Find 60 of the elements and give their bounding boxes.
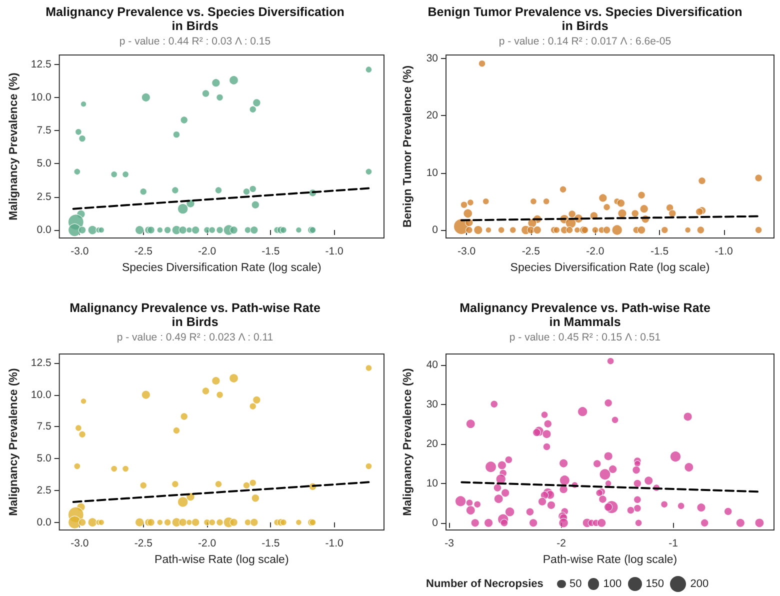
y-tick-label: 10 (426, 477, 438, 490)
y-tick-label: 20 (426, 438, 438, 450)
y-tick-label: 2.5 (36, 484, 52, 496)
chart-subtitle: p - value : 0.14 R² : 0.017 Λ : 6.6e-05 (498, 36, 672, 48)
x-tick-label: -1.5 (262, 538, 280, 550)
y-tick-label: 0 (432, 516, 438, 529)
x-tick-label: -2.5 (134, 246, 153, 258)
y-tick-label: 10.0 (30, 388, 52, 401)
y-tick-label: 5.0 (36, 158, 52, 170)
y-axis-title: Malignancy Prevalence (%) (8, 72, 20, 220)
y-tick-label: 0 (432, 224, 438, 236)
y-axis-title: Malignancy Prevalence (%) (8, 368, 20, 516)
y-tick-label: 0.0 (36, 224, 52, 236)
chart-subtitle: p - value : 0.45 R² : 0.15 Λ : 0.51 (509, 332, 661, 344)
x-tick-label: -2 (556, 538, 566, 550)
y-tick-label: 10.0 (30, 91, 52, 104)
x-tick-label: -3.0 (70, 538, 89, 550)
chart-title: Malignancy Prevalence vs. Path-wise Rate in Mammals (460, 301, 710, 329)
x-tick-label: -2.0 (586, 246, 604, 258)
x-tick-label: -1.0 (325, 246, 344, 258)
x-tick-label: -3 (444, 538, 454, 550)
chart-title: Benign Tumor Prevalence vs. Species Diversification in Birds (428, 5, 742, 33)
x-tick-label: -1.5 (262, 246, 280, 258)
x-axis-title: Species Diversification Rate (log scale) (122, 262, 322, 274)
y-tick-label: 30 (426, 398, 438, 411)
legend-label: 100 (603, 578, 622, 590)
x-tick-label: -1 (668, 538, 678, 550)
y-tick-label: 0.0 (36, 516, 52, 528)
x-tick-label: -2.0 (198, 246, 216, 258)
y-tick-label: 2.5 (36, 190, 52, 203)
x-tick-label: -2.5 (522, 246, 540, 258)
x-tick-label: -1.5 (650, 246, 669, 258)
x-tick-label: -3.0 (458, 246, 476, 258)
y-tick-label: 12.5 (30, 356, 52, 369)
y-axis-title: Malignancy Prevalence (%) (402, 368, 414, 516)
x-tick-label: -1.0 (714, 246, 734, 258)
x-axis-title: Species Diversification Rate (log scale) (510, 262, 710, 274)
y-axis-title: Benign Tumor Prevalence (%) (402, 65, 414, 228)
x-tick-label: -2.5 (134, 538, 153, 550)
chart-title: Malignancy Prevalence vs. Path-wise Rate in Birds (70, 301, 320, 329)
chart-subtitle: p - value : 0.49 R² : 0.023 Λ : 0.11 (116, 332, 274, 344)
legend-label: 50 (570, 578, 582, 590)
x-tick-label: -3.0 (70, 246, 89, 258)
y-tick-label: 20 (426, 110, 438, 122)
y-tick-label: 40 (426, 359, 438, 372)
y-tick-label: 10 (426, 166, 438, 179)
legend-label: 150 (646, 578, 664, 590)
x-tick-label: -1.0 (325, 538, 344, 550)
x-axis-title: Path-wise Rate (log scale) (154, 554, 289, 566)
x-tick-label: -2.0 (198, 538, 216, 550)
legend-title: Number of Necropsies (426, 578, 544, 590)
y-tick-label: 7.5 (36, 124, 52, 137)
y-tick-label: 30 (426, 52, 438, 64)
legend-label: 200 (690, 578, 709, 590)
chart-subtitle: p - value : 0.44 R² : 0.03 Λ : 0.15 (119, 36, 271, 48)
chart-title: Malignancy Prevalence vs. Species Diversification in Birds (46, 5, 344, 33)
y-tick-label: 12.5 (30, 58, 52, 70)
x-axis-title: Path-wise Rate (log scale) (542, 554, 678, 566)
y-tick-label: 5.0 (36, 452, 52, 465)
y-tick-label: 7.5 (36, 420, 52, 433)
